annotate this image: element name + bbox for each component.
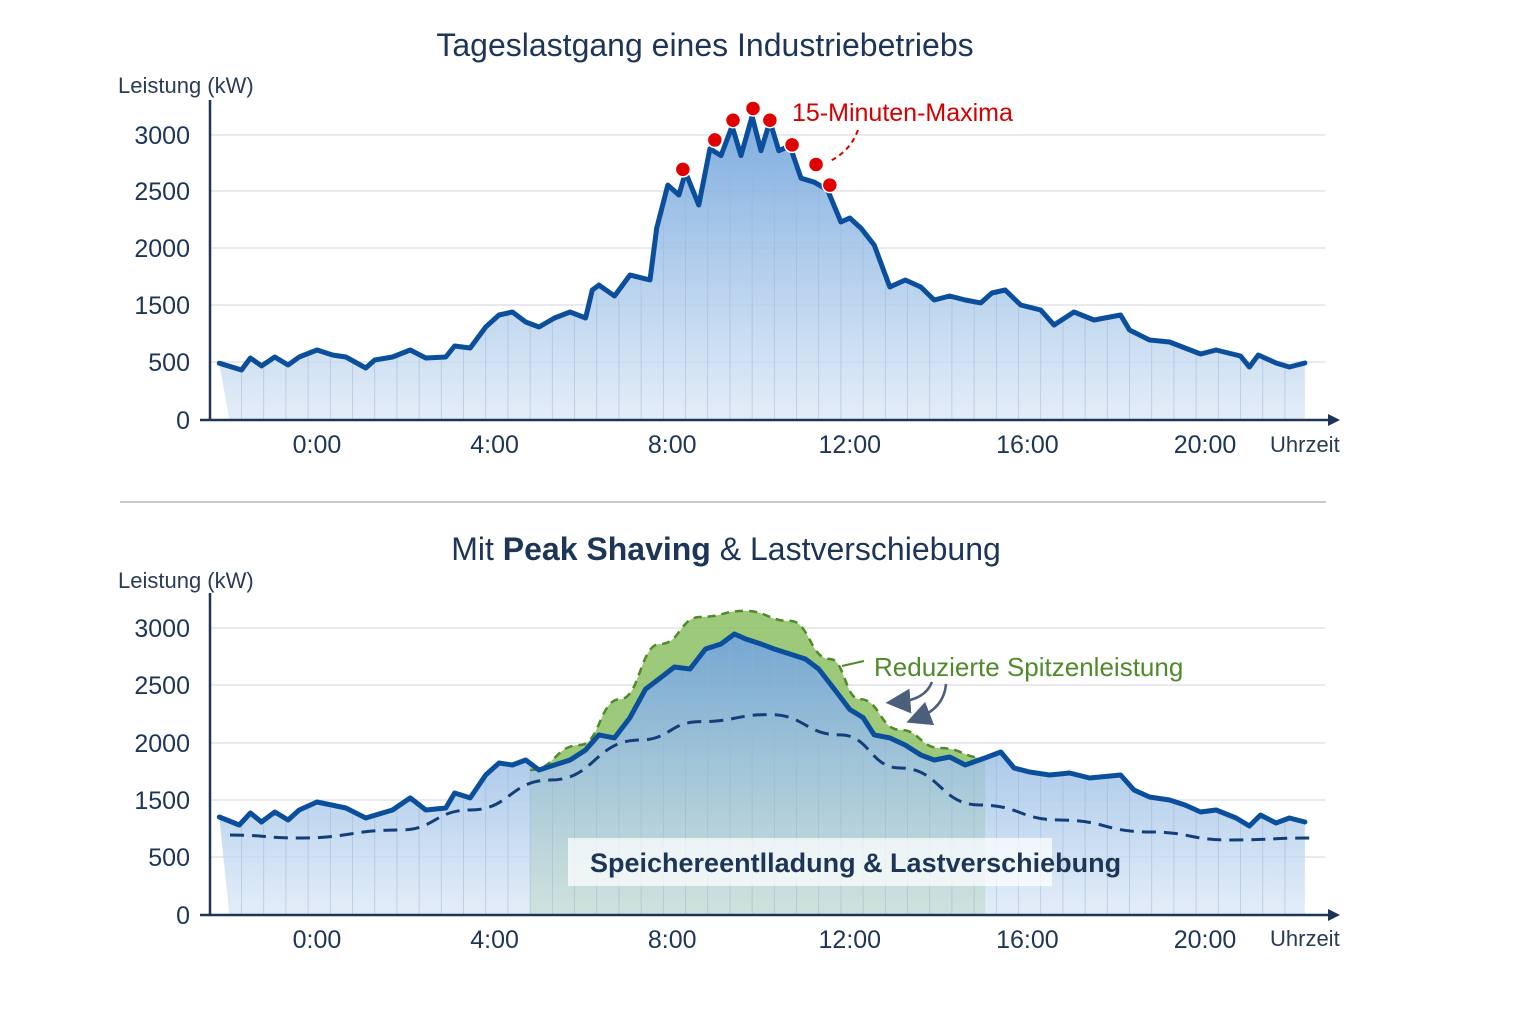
bottom-plot-area: 0 500 1500 2000 2500 3000 0:00 4:00 8:00 12:00 16:…: [134, 593, 1340, 954]
arrow-icon: [885, 681, 934, 714]
y-tick-label: 2500: [134, 672, 190, 700]
y-tick-label: 0: [176, 407, 190, 435]
maxima-point: [724, 111, 742, 129]
storage-label-box: [568, 838, 1052, 886]
y-tick-label: 3000: [134, 615, 190, 643]
top-chart-title: Tageslastgang eines Industriebetriebs: [436, 27, 973, 63]
bottom-y-axis-label: Leistung (kW): [118, 568, 254, 593]
maxima-point: [821, 176, 839, 194]
load-area-fill: [219, 116, 1305, 421]
maxima-annotation: 15-Minuten-Maxima: [792, 99, 1013, 127]
maxima-point: [674, 161, 692, 178]
bottom-x-axis-label: Uhrzeit: [1270, 926, 1340, 951]
arrow-icon: [906, 683, 948, 726]
maxima-leader-line: [827, 129, 859, 163]
x-axis-arrow-icon: [1328, 909, 1340, 921]
y-tick-label: 2000: [134, 235, 190, 263]
y-tick-label: 3000: [134, 122, 190, 150]
x-tick-label: 4:00: [470, 926, 519, 954]
load-line: [216, 113, 1308, 373]
top-y-axis-label: Leistung (kW): [118, 73, 254, 98]
maxima-point: [807, 156, 825, 173]
bottom-title-part-3: & Lastverschiebung: [711, 531, 1001, 567]
bottom-title-part-1: Mit: [451, 531, 503, 567]
bottom-chart-title: Mit Peak Shaving & Lastverschiebung: [451, 531, 1001, 567]
y-tick-label: 2000: [134, 730, 190, 758]
reduced-peak-leader: [841, 660, 865, 667]
y-tick-label: 1500: [134, 292, 190, 320]
x-tick-label: 12:00: [819, 926, 882, 954]
y-tick-label: 0: [176, 902, 190, 930]
x-axis-arrow-icon: [1328, 414, 1340, 426]
storage-annotation: Speichereentlladung & Lastverschiebung: [590, 848, 1121, 878]
x-tick-label: 16:00: [996, 926, 1059, 954]
x-tick-label: 20:00: [1174, 926, 1237, 954]
reduced-peak-annotation: Reduzierte Spitzenleistung: [874, 652, 1183, 682]
y-tick-label: 1500: [134, 787, 190, 815]
maxima-point: [783, 136, 801, 154]
y-tick-label: 500: [148, 844, 190, 872]
x-tick-label: 0:00: [293, 926, 342, 954]
load-line: [216, 631, 1308, 829]
x-tick-label: 0:00: [293, 431, 342, 459]
y-tick-label: 500: [148, 349, 190, 377]
bottom-title-part-2: Peak Shaving: [503, 531, 711, 567]
maxima-point: [706, 131, 724, 149]
x-tick-label: 16:00: [996, 431, 1059, 459]
x-tick-label: 4:00: [470, 431, 519, 459]
maxima-point: [744, 100, 762, 117]
shifted-load-line: [229, 713, 1310, 842]
x-tick-label: 12:00: [819, 431, 882, 459]
top-x-axis-label: Uhrzeit: [1270, 432, 1340, 457]
maxima-point: [761, 111, 779, 129]
y-tick-label: 2500: [134, 178, 190, 206]
top-plot-area: 0 500 1500 2000 2500 3000 0:00 4:00 8:00 12:00 16:…: [134, 100, 1340, 459]
x-tick-label: 8:00: [648, 431, 697, 459]
x-tick-label: 20:00: [1174, 431, 1237, 459]
x-tick-label: 8:00: [648, 926, 697, 954]
